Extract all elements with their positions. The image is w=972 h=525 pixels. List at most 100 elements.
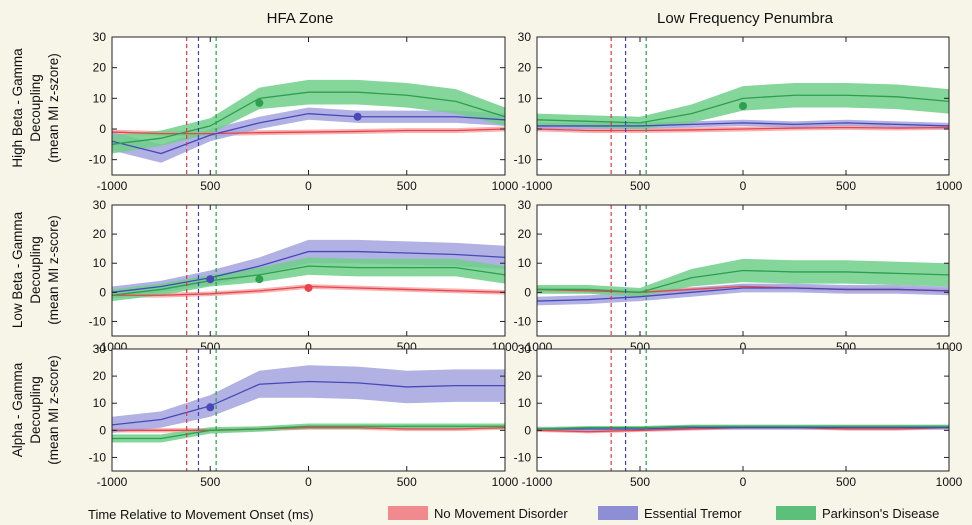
mean-line-series-2 xyxy=(112,425,505,440)
panel-series-group xyxy=(537,37,949,175)
x-tick-label: -1000 xyxy=(97,179,128,193)
x-tick-label: 500 xyxy=(200,475,220,489)
mean-line-series-2 xyxy=(112,265,505,296)
x-tick-label: -1000 xyxy=(522,179,553,193)
panel-series-group xyxy=(112,205,505,336)
mean-line-series-2 xyxy=(112,91,505,145)
y-tick-label: 30 xyxy=(93,342,107,356)
row-label-line-2: Decoupling xyxy=(28,74,43,142)
y-tick-label: -10 xyxy=(514,450,532,464)
x-tick-label: 1000 xyxy=(492,475,519,489)
x-tick-label: 1000 xyxy=(492,179,519,193)
legend-label-essential-tremor: Essential Tremor xyxy=(644,506,742,521)
y-tick-label: 30 xyxy=(93,30,107,44)
significance-marker-0 xyxy=(255,98,264,107)
row-label-line-3: (mean MI z-score) xyxy=(46,215,61,325)
y-tick-label: -10 xyxy=(89,153,107,167)
mean-line-series-0 xyxy=(112,426,505,431)
x-tick-label: 500 xyxy=(836,179,856,193)
row-label-high-beta-gamma: High Beta - Gamma Decoupling (mean MI z-… xyxy=(10,48,61,168)
panel-5: -10 0 10 20 30 -1000 500 0 500 1000 xyxy=(514,342,963,489)
y-tick-label: 10 xyxy=(518,396,532,410)
legend: No Movement Disorder Essential Tremor Pa… xyxy=(388,506,939,521)
y-tick-label: 30 xyxy=(518,198,532,212)
x-axis-label: Time Relative to Movement Onset (ms) xyxy=(88,507,314,522)
y-tick-label: 0 xyxy=(524,423,531,437)
y-tick-label: 20 xyxy=(518,369,532,383)
panel-series-group xyxy=(112,37,505,175)
mean-line-series-1 xyxy=(537,122,949,127)
confidence-band-series-2 xyxy=(112,257,505,302)
significance-marker-0 xyxy=(206,403,215,412)
y-tick-label: 10 xyxy=(93,256,107,270)
row-label-line-2: Decoupling xyxy=(28,236,43,304)
y-tick-label: 0 xyxy=(99,122,106,136)
confidence-band-series-1 xyxy=(112,107,505,163)
y-tick-label: 0 xyxy=(524,122,531,136)
legend-swatch-parkinsons-disease xyxy=(776,506,816,520)
panel-0: -10 0 10 20 30 -1000 500 0 500 1000 xyxy=(89,30,519,193)
y-tick-label: 10 xyxy=(518,91,532,105)
y-tick-label: -10 xyxy=(514,153,532,167)
mean-line-series-2 xyxy=(537,269,949,293)
legend-swatch-no-movement-disorder xyxy=(388,506,428,520)
y-tick-label: 20 xyxy=(93,61,107,75)
mean-line-series-0 xyxy=(537,126,949,132)
row-label-line-1: High Beta - Gamma xyxy=(10,48,25,168)
x-tick-label: 500 xyxy=(397,179,417,193)
x-tick-label: -1000 xyxy=(97,475,128,489)
x-tick-label: 0 xyxy=(305,475,312,489)
mean-line-series-1 xyxy=(537,426,949,430)
mean-line-series-1 xyxy=(537,287,949,302)
x-tick-label: 0 xyxy=(740,340,747,354)
panel-series-group xyxy=(537,349,949,471)
row-label-low-beta-gamma: Low Beta - Gamma Decoupling (mean MI z-s… xyxy=(10,211,61,328)
y-tick-label: 30 xyxy=(518,30,532,44)
x-tick-label: 500 xyxy=(630,179,650,193)
x-tick-label: 0 xyxy=(740,475,747,489)
confidence-band-series-2 xyxy=(112,79,505,154)
row-label-alpha-gamma: Alpha - Gamma Decoupling (mean MI z-scor… xyxy=(10,355,61,465)
significance-marker-2 xyxy=(304,283,313,292)
x-tick-label: 0 xyxy=(740,179,747,193)
row-label-line-3: (mean MI z-score) xyxy=(46,355,61,465)
y-tick-label: 0 xyxy=(99,423,106,437)
confidence-band-series-1 xyxy=(112,365,505,434)
x-tick-label: 500 xyxy=(200,179,220,193)
x-tick-label: 500 xyxy=(397,475,417,489)
significance-marker-0 xyxy=(206,275,215,284)
mean-line-series-2 xyxy=(537,94,949,124)
y-tick-label: -10 xyxy=(514,314,532,328)
y-tick-label: 20 xyxy=(518,227,532,241)
legend-label-parkinsons-disease: Parkinson's Disease xyxy=(822,506,939,521)
x-tick-label: 1000 xyxy=(936,475,963,489)
legend-label-no-movement-disorder: No Movement Disorder xyxy=(434,506,568,521)
row-label-line-3: (mean MI z-szore) xyxy=(46,53,61,163)
y-tick-label: 30 xyxy=(93,198,107,212)
col-title-hfa-zone: HFA Zone xyxy=(267,10,334,27)
y-tick-label: 30 xyxy=(518,342,532,356)
legend-swatch-essential-tremor xyxy=(598,506,638,520)
row-label-line-1: Alpha - Gamma xyxy=(10,362,25,457)
y-tick-label: 20 xyxy=(518,61,532,75)
x-tick-label: 0 xyxy=(305,179,312,193)
panel-series-group xyxy=(112,349,505,471)
x-tick-label: 0 xyxy=(305,340,312,354)
confidence-band-series-2 xyxy=(537,258,949,297)
y-tick-label: 0 xyxy=(524,285,531,299)
mean-line-series-1 xyxy=(112,113,505,155)
panel-series-group xyxy=(537,205,949,336)
mean-line-series-1 xyxy=(112,380,505,426)
col-title-low-frequency-penumbra: Low Frequency Penumbra xyxy=(657,10,834,27)
y-tick-label: 10 xyxy=(93,91,107,105)
confidence-band-series-2 xyxy=(112,423,505,443)
panel-1: -10 0 10 20 30 -1000 500 0 500 1000 xyxy=(514,30,963,193)
x-tick-label: 500 xyxy=(630,475,650,489)
x-tick-label: -1000 xyxy=(522,475,553,489)
x-tick-label: 500 xyxy=(836,475,856,489)
y-tick-label: 10 xyxy=(518,256,532,270)
y-tick-label: -10 xyxy=(89,450,107,464)
